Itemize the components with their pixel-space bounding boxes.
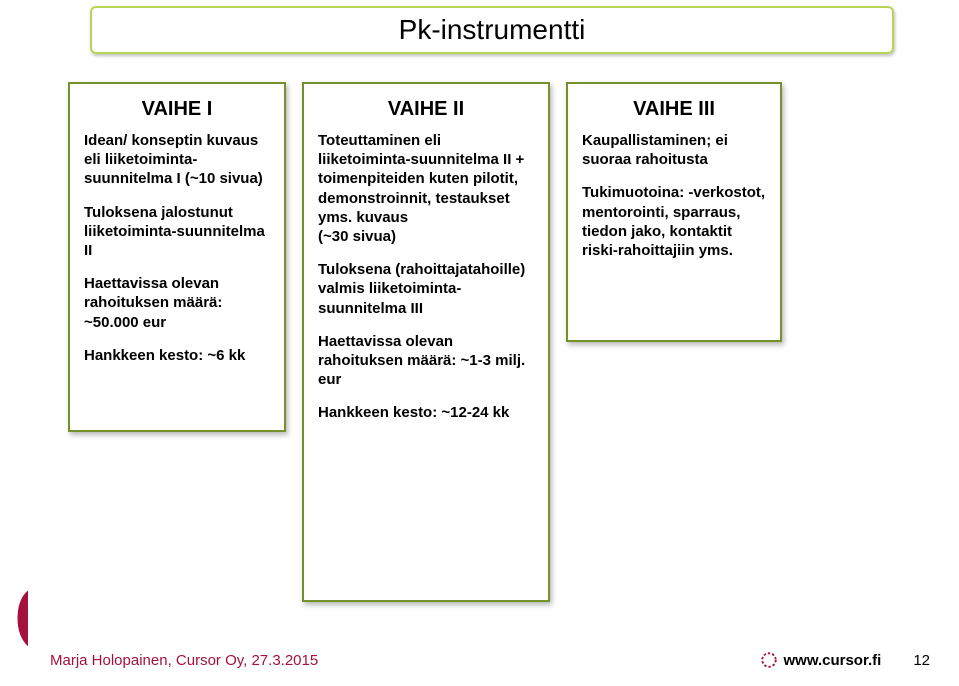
footer: Marja Holopainen, Cursor Oy, 27.3.2015 w… [50,646,930,674]
footer-credit: Marja Holopainen, Cursor Oy, 27.3.2015 [50,652,318,669]
phase-1-para-1: Idean/ konseptin kuvaus eli liiketoimint… [84,131,270,189]
footer-page-number: 12 [913,652,930,669]
phase-3-box: VAIHE III Kaupallistaminen; ei suoraa ra… [566,82,782,342]
footer-url-group: www.cursor.fi [760,651,882,669]
phase-1-box: VAIHE I Idean/ konseptin kuvaus eli liik… [68,82,286,432]
phase-2-para-1: Toteuttaminen eli liiketoiminta-suunnite… [318,131,534,227]
title-bar: Pk-instrumentti [90,6,894,54]
cursor-logo-icon [760,651,778,669]
phase-2-para-4: Hankkeen kesto: ~12-24 kk [318,403,534,422]
phase-3-wrapper: VAIHE III Kaupallistaminen; ei suoraa ra… [566,82,782,602]
footer-url: www.cursor.fi [784,652,882,669]
footer-right: www.cursor.fi 12 [760,651,931,669]
phase-1-heading: VAIHE I [84,98,270,121]
phase-columns: VAIHE I Idean/ konseptin kuvaus eli liik… [68,82,920,602]
page-title: Pk-instrumentti [399,14,586,46]
phase-2-box: VAIHE II Toteuttaminen eli liiketoiminta… [302,82,550,602]
phase-2-para-3: Haettavissa olevan rahoituksen määrä: ~1… [318,332,534,390]
phase-1-para-3: Haettavissa olevan rahoituksen määrä: ~5… [84,274,270,332]
phase-3-heading: VAIHE III [582,98,766,121]
sidebar-logo: Cursor [0,0,28,686]
sidebar-logo-text: Cursor [0,323,28,660]
phase-1-para-4: Hankkeen kesto: ~6 kk [84,346,270,365]
phase-2-para-1b: (~30 sivua) [318,227,534,246]
phase-1-para-2: Tuloksena jalostunut liiketoiminta-suunn… [84,203,270,261]
phase-3-para-1: Kaupallistaminen; ei suoraa rahoitusta [582,131,766,169]
phase-2-heading: VAIHE II [318,98,534,121]
phase-2-para-2: Tuloksena (rahoittajatahoille) valmis li… [318,260,534,318]
phase-3-para-2: Tukimuotoina: -verkostot, mentorointi, s… [582,183,766,260]
